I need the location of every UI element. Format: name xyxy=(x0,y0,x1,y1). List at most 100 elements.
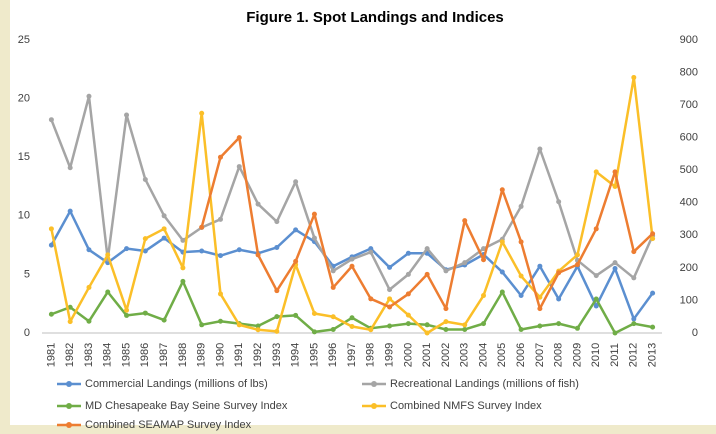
x-tick-label: 2007 xyxy=(534,343,546,367)
series-point xyxy=(199,224,205,230)
series-point xyxy=(424,246,430,252)
series-point xyxy=(462,260,468,266)
series-point xyxy=(631,249,637,255)
series-point xyxy=(330,326,336,332)
series-point xyxy=(274,314,280,320)
series-point xyxy=(142,176,148,182)
series-point xyxy=(574,262,580,268)
series-point xyxy=(612,184,618,189)
series-point xyxy=(387,296,393,302)
y2-tick-label: 400 xyxy=(680,197,698,209)
series-point xyxy=(631,275,637,281)
series-point xyxy=(48,226,54,232)
series-point xyxy=(236,322,242,328)
series-point xyxy=(142,236,148,242)
x-tick-label: 1992 xyxy=(252,343,264,367)
y2-tick-label: 200 xyxy=(680,262,698,274)
y2-tick-label: 800 xyxy=(680,66,698,78)
series-point xyxy=(199,322,205,328)
series-point xyxy=(368,249,374,255)
series-point xyxy=(255,327,261,333)
x-tick-label: 2012 xyxy=(628,343,640,367)
x-tick-label: 1990 xyxy=(214,343,226,367)
x-tick-label: 2004 xyxy=(477,343,489,367)
x-tick-label: 2006 xyxy=(515,343,527,367)
series-point xyxy=(518,203,524,209)
x-tick-label: 1996 xyxy=(327,343,339,367)
series-point xyxy=(518,239,524,245)
series-point xyxy=(105,252,111,258)
series-point xyxy=(631,321,637,327)
series-point xyxy=(387,304,393,310)
series-point xyxy=(650,290,656,296)
series-point xyxy=(518,273,524,279)
y2-tick-label: 500 xyxy=(680,164,698,176)
series-point xyxy=(180,278,186,284)
series-point xyxy=(387,323,393,329)
series-point xyxy=(199,110,205,116)
series-point xyxy=(650,231,656,237)
series-point xyxy=(593,169,599,175)
series-point xyxy=(368,246,374,252)
series-point xyxy=(462,218,468,224)
series-point xyxy=(217,154,223,160)
series-point xyxy=(556,199,562,205)
series-point xyxy=(650,236,656,242)
y2-tick-label: 100 xyxy=(680,294,698,306)
series-point xyxy=(349,256,355,262)
series-point xyxy=(537,294,543,300)
series-point xyxy=(574,325,580,331)
series-point xyxy=(67,208,73,214)
y2-tick-label: 0 xyxy=(692,327,698,339)
series-point xyxy=(180,237,186,243)
series-point xyxy=(556,270,562,276)
x-tick-label: 2002 xyxy=(440,343,452,367)
x-tick-label: 1995 xyxy=(308,343,320,367)
series-point xyxy=(405,291,411,297)
chart-area xyxy=(10,0,716,425)
series-point xyxy=(293,312,299,318)
x-tick-label: 2000 xyxy=(402,343,414,367)
series-point xyxy=(537,146,543,152)
x-tick-label: 1987 xyxy=(158,343,170,367)
x-tick-label: 2011 xyxy=(609,343,621,367)
series-point xyxy=(499,239,505,245)
series-point xyxy=(48,242,54,248)
series-point xyxy=(293,227,299,233)
series-point xyxy=(537,323,543,329)
series-point xyxy=(537,306,543,312)
series-point xyxy=(537,263,543,269)
series-point xyxy=(481,246,487,252)
legend-label: Commercial Landings (millions of lbs) xyxy=(85,378,268,390)
legend-marker xyxy=(66,381,72,387)
series-point xyxy=(631,316,637,322)
series-point xyxy=(124,246,130,252)
x-tick-label: 1982 xyxy=(64,343,76,367)
x-tick-label: 2005 xyxy=(496,343,508,367)
series-point xyxy=(217,253,223,259)
series-point xyxy=(124,312,130,318)
series-point xyxy=(593,296,599,302)
y-tick-label: 15 xyxy=(18,151,30,163)
series-point xyxy=(255,252,261,258)
series-point xyxy=(349,323,355,329)
series-point xyxy=(236,164,242,170)
series-point xyxy=(612,330,618,336)
series-point xyxy=(86,93,92,99)
y2-tick-label: 900 xyxy=(680,34,698,46)
series-point xyxy=(161,226,167,232)
y-tick-label: 25 xyxy=(18,34,30,46)
series-point xyxy=(86,284,92,290)
legend-label: Recreational Landings (millions of fish) xyxy=(390,378,579,390)
series-point xyxy=(293,258,299,264)
series-point xyxy=(631,74,637,80)
series-point xyxy=(274,288,280,294)
series-point xyxy=(481,321,487,327)
series-point xyxy=(274,244,280,250)
y-tick-label: 5 xyxy=(24,268,30,280)
series-point xyxy=(387,264,393,270)
series-point xyxy=(311,329,317,335)
series-point xyxy=(518,292,524,298)
series-point xyxy=(142,248,148,254)
series-point xyxy=(443,268,449,274)
